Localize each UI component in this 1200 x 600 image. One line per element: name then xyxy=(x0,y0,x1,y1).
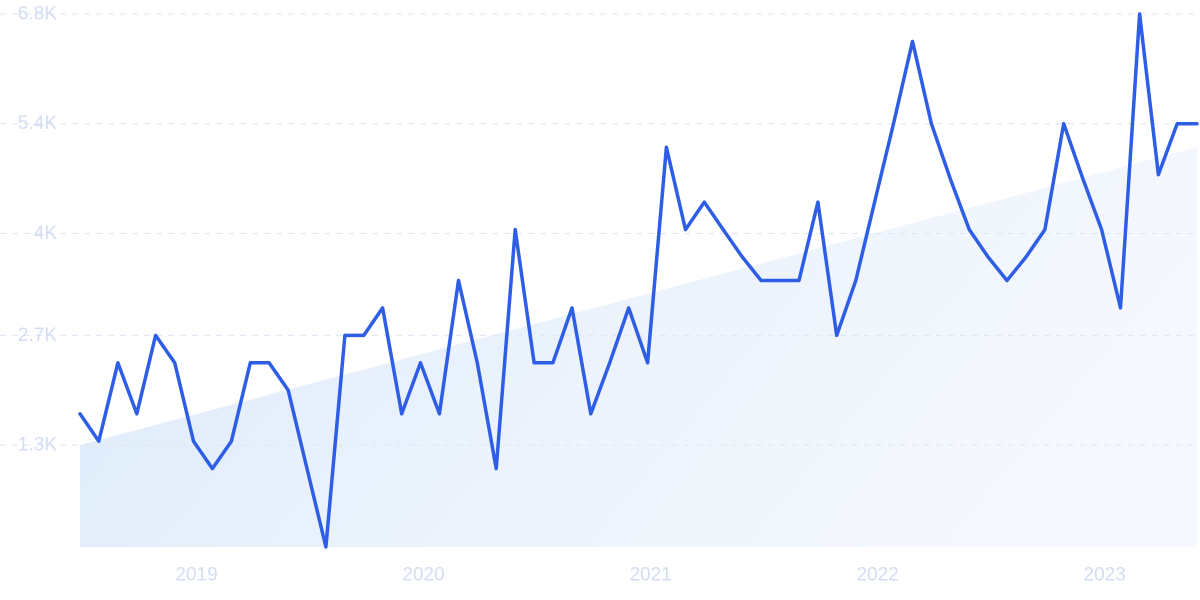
y-tick-label: 5.4K xyxy=(18,113,57,134)
y-tick-label: 4K xyxy=(34,223,58,244)
y-tick-label: 2.7K xyxy=(18,325,57,346)
y-tick-label: 6.8K xyxy=(18,4,57,25)
y-tick-label: 1.3K xyxy=(18,435,57,456)
series-line xyxy=(78,12,1199,549)
x-tick-label: 2022 xyxy=(856,565,898,586)
x-tick-label: 2023 xyxy=(1084,565,1126,586)
trend-area xyxy=(80,147,1197,547)
x-tick-label: 2020 xyxy=(402,565,444,586)
x-tick-label: 2021 xyxy=(629,565,671,586)
x-tick-label: 2019 xyxy=(175,565,217,586)
